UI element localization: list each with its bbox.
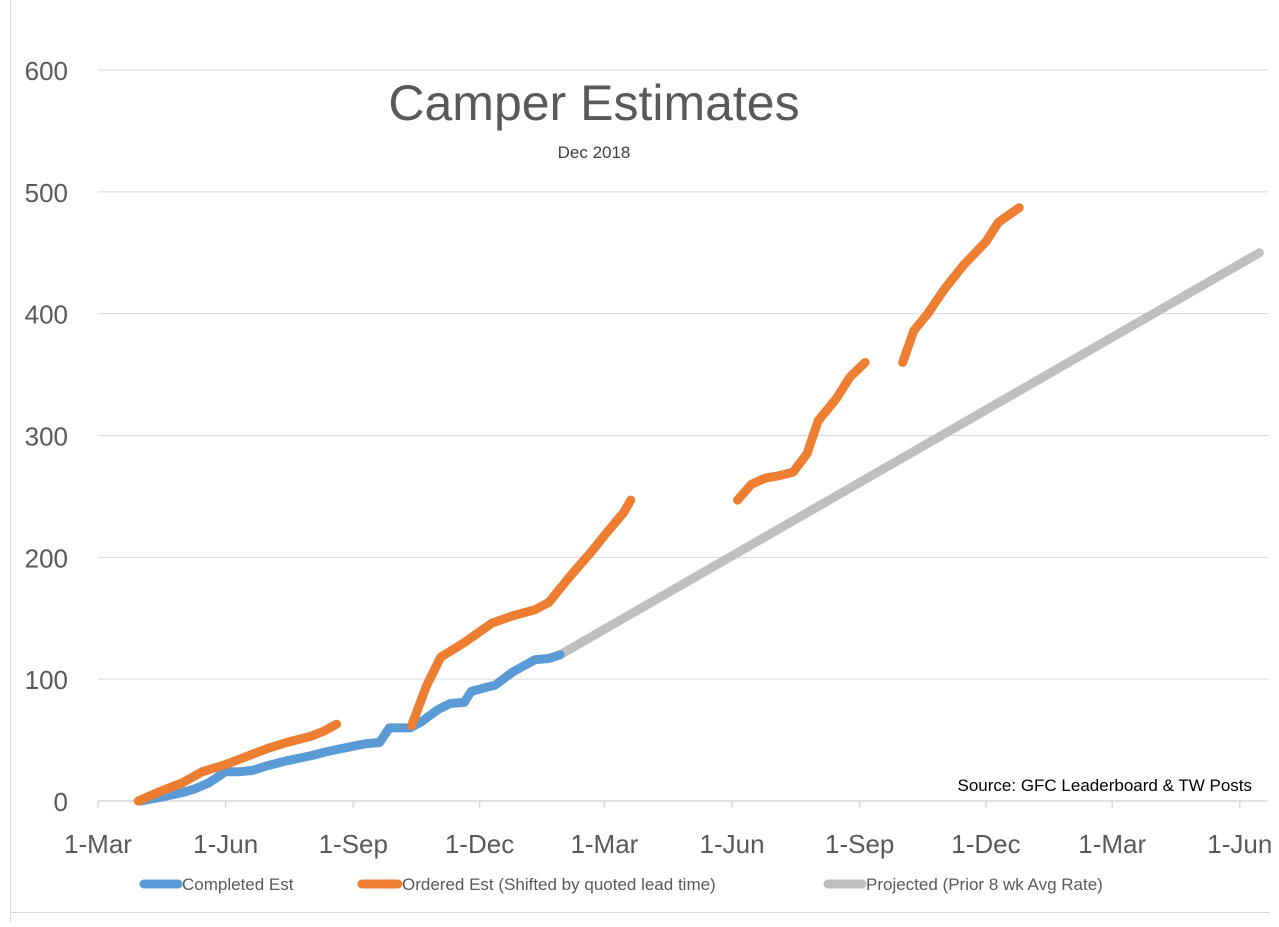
gridlines [98,69,1268,680]
y-tick-label: 300 [25,422,68,452]
x-axis [97,800,1268,808]
x-tick-label: 1-Jun [1207,829,1272,859]
series-line-2-segment-4 [898,203,1024,367]
series-line-1-segment-1 [136,650,565,806]
legend-label-2: Ordered Est (Shifted by quoted lead time… [402,875,716,894]
frame-left-border [10,0,11,922]
x-tick-label: 1-Mar [1078,829,1146,859]
legend-label-1: Completed Est [182,875,294,894]
y-tick-label: 600 [25,56,68,86]
y-axis-tick-labels: 0 100 200 300 400 500 600 [25,56,68,817]
chart-subtitle: Dec 2018 [558,143,631,162]
series-line-2-segment-3 [733,357,870,505]
x-axis-tick-labels: 1-Mar 1-Jun 1-Sep 1-Dec 1-Mar 1-Jun 1-Sep 1-Dec… [64,829,1272,859]
y-tick-label: 200 [25,543,68,573]
y-tick-label: 500 [25,178,68,208]
x-tick-label: 1-Jun [193,829,258,859]
legend-label-3: Projected (Prior 8 wk Avg Rate) [866,875,1103,894]
x-tick-label: 1-Mar [570,829,638,859]
series-line-2-segment-2 [407,495,636,730]
legend: Completed Est Ordered Est (Shifted by quo… [139,875,1103,894]
x-tick-label: 1-Dec [951,829,1020,859]
x-tick-label: 1-Dec [445,829,514,859]
x-tick-label: 1-Jun [700,829,765,859]
chart-title: Camper Estimates [388,75,799,131]
frame-bottom-border [10,912,1270,913]
series-line-3-segment-1 [555,248,1264,660]
y-tick-label: 100 [25,665,68,695]
series-line-2-segment-1 [133,719,342,806]
source-note: Source: GFC Leaderboard & TW Posts [958,776,1252,795]
series-lines [133,203,1264,806]
x-tick-label: 1-Sep [319,829,388,859]
y-tick-label: 400 [25,300,68,330]
x-tick-label: 1-Sep [825,829,894,859]
y-tick-label: 0 [54,787,68,817]
x-tick-label: 1-Mar [64,829,132,859]
